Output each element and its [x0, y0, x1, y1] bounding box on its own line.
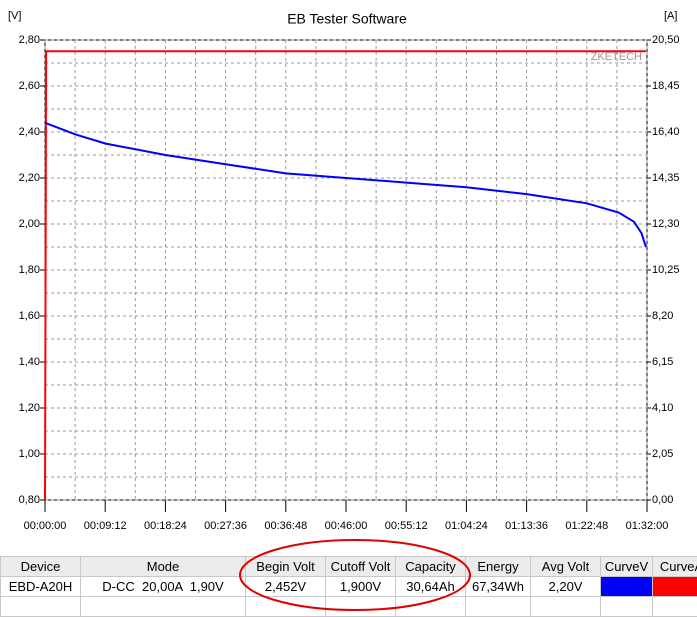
y-tick-label: 1,60 [19, 310, 40, 322]
column-header: Cutoff Volt [326, 557, 396, 577]
column-header: Begin Volt [246, 557, 326, 577]
y-tick-label: 1,20 [19, 402, 40, 414]
column-header: Mode [81, 557, 246, 577]
curve-color-swatch [601, 577, 653, 597]
column-header: Capacity [396, 557, 466, 577]
y2-tick-label: 18,45 [652, 80, 680, 92]
x-tick-label: 00:27:36 [204, 520, 247, 532]
column-header: CurveV [601, 557, 653, 577]
y-tick-label: 2,80 [19, 34, 40, 46]
x-tick-label: 00:00:00 [24, 520, 67, 532]
table-cell: 2,20V [531, 577, 601, 597]
table-cell: D-CC 20,00A 1,90V [81, 577, 246, 597]
column-header: Energy [466, 557, 531, 577]
table-cell: 2,452V [246, 577, 326, 597]
y-tick-label: 2,00 [19, 218, 40, 230]
y-tick-label: 1,40 [19, 356, 40, 368]
y-tick-label: 0,80 [19, 494, 40, 506]
y-axis-label: [V] [8, 10, 21, 22]
chart-title: EB Tester Software [287, 11, 407, 27]
column-header: Avg Volt [531, 557, 601, 577]
y2-tick-label: 20,50 [652, 34, 680, 46]
y-tick-label: 2,20 [19, 172, 40, 184]
y2-tick-label: 4,10 [652, 402, 673, 414]
x-tick-label: 01:04:24 [445, 520, 488, 532]
table-cell: 30,64Ah [396, 577, 466, 597]
y-tick-label: 2,60 [19, 80, 40, 92]
x-tick-label: 00:46:00 [325, 520, 368, 532]
y2-tick-label: 10,25 [652, 264, 680, 276]
column-header: Device [1, 557, 81, 577]
x-tick-label: 00:18:24 [144, 520, 187, 532]
y2-tick-label: 8,20 [652, 310, 673, 322]
x-tick-label: 01:13:36 [505, 520, 548, 532]
x-tick-label: 01:32:00 [626, 520, 669, 532]
watermark: ZKETECH [591, 51, 642, 63]
y2-tick-label: 14,35 [652, 172, 680, 184]
table-cell: 67,34Wh [466, 577, 531, 597]
column-header: CurveA [653, 557, 697, 577]
x-tick-label: 00:36:48 [264, 520, 307, 532]
chart: EB Tester Software [V] [A] ZKETECH 0,80 1… [0, 0, 697, 556]
y2-tick-label: 2,05 [652, 448, 673, 460]
x-tick-label: 01:22:48 [565, 520, 608, 532]
y2-tick-label: 0,00 [652, 494, 673, 506]
y2-tick-label: 6,15 [652, 356, 673, 368]
y2-tick-label: 16,40 [652, 126, 680, 138]
y2-axis-label: [A] [664, 10, 677, 22]
x-tick-label: 00:55:12 [385, 520, 428, 532]
table-cell: EBD-A20H [1, 577, 81, 597]
table-cell: 1,900V [326, 577, 396, 597]
x-tick-label: 00:09:12 [84, 520, 127, 532]
y-tick-label: 1,00 [19, 448, 40, 460]
y2-tick-label: 12,30 [652, 218, 680, 230]
y-tick-label: 2,40 [19, 126, 40, 138]
y-tick-label: 1,80 [19, 264, 40, 276]
curve-color-swatch [653, 577, 697, 597]
